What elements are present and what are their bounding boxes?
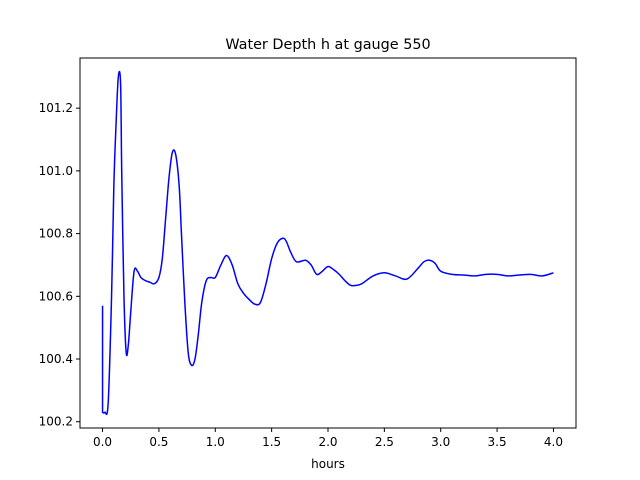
x-tick-label: 3.0 — [431, 435, 450, 449]
x-tick-label: 4.0 — [544, 435, 563, 449]
x-tick-label: 0.5 — [149, 435, 168, 449]
chart-title: Water Depth h at gauge 550 — [225, 37, 430, 53]
y-tick-label: 100.8 — [39, 227, 73, 241]
y-tick-label: 100.2 — [39, 415, 73, 429]
y-tick-label: 101.2 — [39, 101, 73, 115]
y-tick-label: 100.6 — [39, 289, 73, 303]
x-axis-label: hours — [311, 457, 345, 471]
x-tick-label: 2.0 — [318, 435, 337, 449]
x-tick-label: 2.5 — [375, 435, 394, 449]
x-tick-label: 3.5 — [488, 435, 507, 449]
y-tick-label: 100.4 — [39, 352, 73, 366]
x-tick-label: 1.0 — [206, 435, 225, 449]
x-tick-label: 0.0 — [93, 435, 112, 449]
plot-area — [80, 58, 576, 428]
x-tick-label: 1.5 — [262, 435, 281, 449]
y-tick-label: 101.0 — [39, 164, 73, 178]
plot-frame — [79, 57, 577, 429]
series-line — [101, 70, 554, 416]
x-axis-ticks: 0.0 0.5 1.0 1.5 2.0 2.5 3.0 3.5 4.0 — [93, 428, 563, 449]
series-layer — [101, 70, 554, 416]
y-axis-ticks: 100.2 100.4 100.6 100.8 101.0 101.2 — [39, 101, 80, 429]
